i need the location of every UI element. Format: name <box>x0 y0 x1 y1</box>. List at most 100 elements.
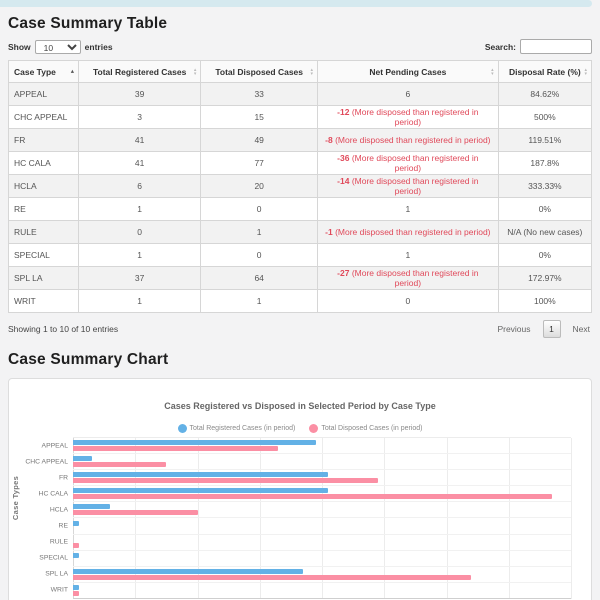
table-cell: 1 <box>200 220 318 244</box>
table-cell: 41 <box>77 151 202 175</box>
column-header-disposal-rate-[interactable]: Disposal Rate (%) ▴ ▾ <box>497 60 593 83</box>
chart-section-title: Case Summary Chart <box>8 351 169 368</box>
search-control: Search: <box>485 39 592 54</box>
bar-chc-appeal <box>73 456 92 462</box>
category-label: FR <box>58 474 68 482</box>
table-cell: 15 <box>200 105 318 129</box>
table-cell: SPL LA <box>8 266 79 290</box>
table-cell: 172.97% <box>497 266 593 290</box>
chart-category-row: SPECIAL <box>39 551 571 567</box>
column-header-label: Disposal Rate (%) <box>508 66 581 77</box>
bar-hcla <box>73 504 111 510</box>
page-length-control: Show 10 entries <box>8 39 113 54</box>
category-label: RE <box>58 522 68 530</box>
table-cell: RULE <box>8 220 79 244</box>
pending-value: -1 <box>325 227 333 237</box>
net-pending-cell: 1 <box>316 243 499 267</box>
net-pending-cell: -36 (More disposed than registered in pe… <box>316 151 499 175</box>
table-cell: RE <box>8 197 79 221</box>
entries-label: entries <box>84 41 113 52</box>
table-cell: 0 <box>200 197 318 221</box>
table-cell: 6 <box>77 174 202 198</box>
category-label: APPEAL <box>41 442 68 450</box>
page-length-select[interactable]: 10 <box>34 39 81 54</box>
column-header-label: Total Registered Cases <box>92 66 187 77</box>
chart-category-row: RE <box>59 518 571 535</box>
table-row: RULE 0 1 -1 (More disposed than registered … <box>8 220 593 244</box>
sort-icon: ▴ ▾ <box>310 66 313 77</box>
pending-note: (More disposed than registered in period… <box>332 135 491 145</box>
gridline <box>571 438 572 599</box>
search-label: Search: <box>484 41 516 52</box>
bar-fr <box>73 472 329 478</box>
category-label: WRIT <box>50 586 68 594</box>
table-cell: 1 <box>77 289 202 313</box>
table-cell: 39 <box>77 82 202 106</box>
pending-note: (More disposed than registered in period… <box>349 176 479 196</box>
chart-legend: Total Registered Cases (in period) Total… <box>19 424 581 433</box>
table-cell: 20 <box>200 174 318 198</box>
category-label: CHC APPEAL <box>25 458 68 466</box>
category-label: RULE <box>49 538 68 546</box>
sort-icon: ▴ ▾ <box>491 66 494 77</box>
legend-item-disposed[interactable]: Total Disposed Cases (in period) <box>309 424 423 433</box>
bar-appeal <box>73 446 279 452</box>
table-row: APPEAL 39 33 6 84.62% <box>8 82 593 106</box>
chart-category-row: RULE <box>50 535 571 551</box>
pending-value: -36 <box>337 153 350 163</box>
table-header: Case Type ▴ Total Registered Cases ▴ ▾ Total … <box>8 60 593 83</box>
chart-title: Cases Registered vs Disposed in Selected… <box>164 401 436 411</box>
show-label: Show <box>8 41 31 52</box>
gridline <box>197 438 199 599</box>
table-cell: 3 <box>77 105 202 129</box>
x-axis-line <box>73 598 571 599</box>
column-header-case-type[interactable]: Case Type ▴ <box>8 60 79 83</box>
net-pending-cell: -8 (More disposed than registered in per… <box>316 128 499 152</box>
table-cell: 119.51% <box>497 128 593 152</box>
disposed-legend-label: Total Disposed Cases (in period) <box>321 425 423 432</box>
column-header-label: Net Pending Cases <box>369 66 447 77</box>
bar-hcla <box>73 510 198 516</box>
column-header-net-pending-cases[interactable]: Net Pending Cases ▴ ▾ <box>316 60 499 83</box>
table-section-title: Case Summary Table <box>8 15 168 32</box>
search-input[interactable] <box>520 39 592 54</box>
column-header-total-registered-cases[interactable]: Total Registered Cases ▴ ▾ <box>77 60 202 83</box>
table-controls: Show 10 entries Search: <box>8 39 592 54</box>
table-cell: 0 <box>77 220 202 244</box>
bar-fr <box>73 478 379 484</box>
table-row: SPECIAL 1 0 1 0% <box>8 243 593 267</box>
table-row: HC CALA 41 77 -36 (More disposed than regis… <box>8 151 593 175</box>
next-page-button[interactable]: Next <box>572 324 590 334</box>
bar-hc-cala <box>73 494 553 500</box>
table-row: WRIT 1 1 0 100% <box>8 289 593 313</box>
column-header-total-disposed-cases[interactable]: Total Disposed Cases ▴ ▾ <box>200 60 318 83</box>
table-cell: 333.33% <box>497 174 593 198</box>
pending-note: (More disposed than registered in period… <box>349 268 479 288</box>
bar-plot: APPEAL CHC APPEAL FR HC CALA HCLA RE RULE SPECI… <box>25 437 572 599</box>
table-row: HCLA 6 20 -14 (More disposed than registere… <box>8 174 593 198</box>
chart-category-row: APPEAL <box>42 438 571 455</box>
table-cell: 100% <box>497 289 593 313</box>
table-cell: 1 <box>200 289 318 313</box>
gridline <box>384 438 386 599</box>
legend-item-registered[interactable]: Total Registered Cases (in period) <box>177 424 295 433</box>
y-axis-title: Case Types <box>11 475 20 521</box>
previous-page-button[interactable]: Previous <box>497 324 531 334</box>
chart-category-row: HCLA <box>50 502 571 519</box>
table-body: APPEAL 39 33 6 84.62% CHC APPEAL 3 15 -12 (More … <box>8 82 593 313</box>
pending-note: (More disposed than registered in period… <box>349 107 479 127</box>
net-pending-cell: 6 <box>316 82 499 106</box>
table-cell: HC CALA <box>8 151 79 175</box>
page-number-button[interactable]: 1 <box>542 320 561 338</box>
pending-value: -27 <box>337 268 350 278</box>
chart-category-row: CHC APPEAL <box>25 454 571 471</box>
table-row: RE 1 0 1 0% <box>8 197 593 221</box>
pending-value: 1 <box>405 250 411 260</box>
chart-category-row: WRIT <box>51 583 571 599</box>
table-cell: 64 <box>200 266 318 290</box>
gridline <box>508 438 510 599</box>
table-cell: 77 <box>200 151 318 175</box>
bar-spl-la <box>73 574 472 580</box>
net-pending-cell: 0 <box>316 289 499 313</box>
bar-special <box>73 552 80 558</box>
